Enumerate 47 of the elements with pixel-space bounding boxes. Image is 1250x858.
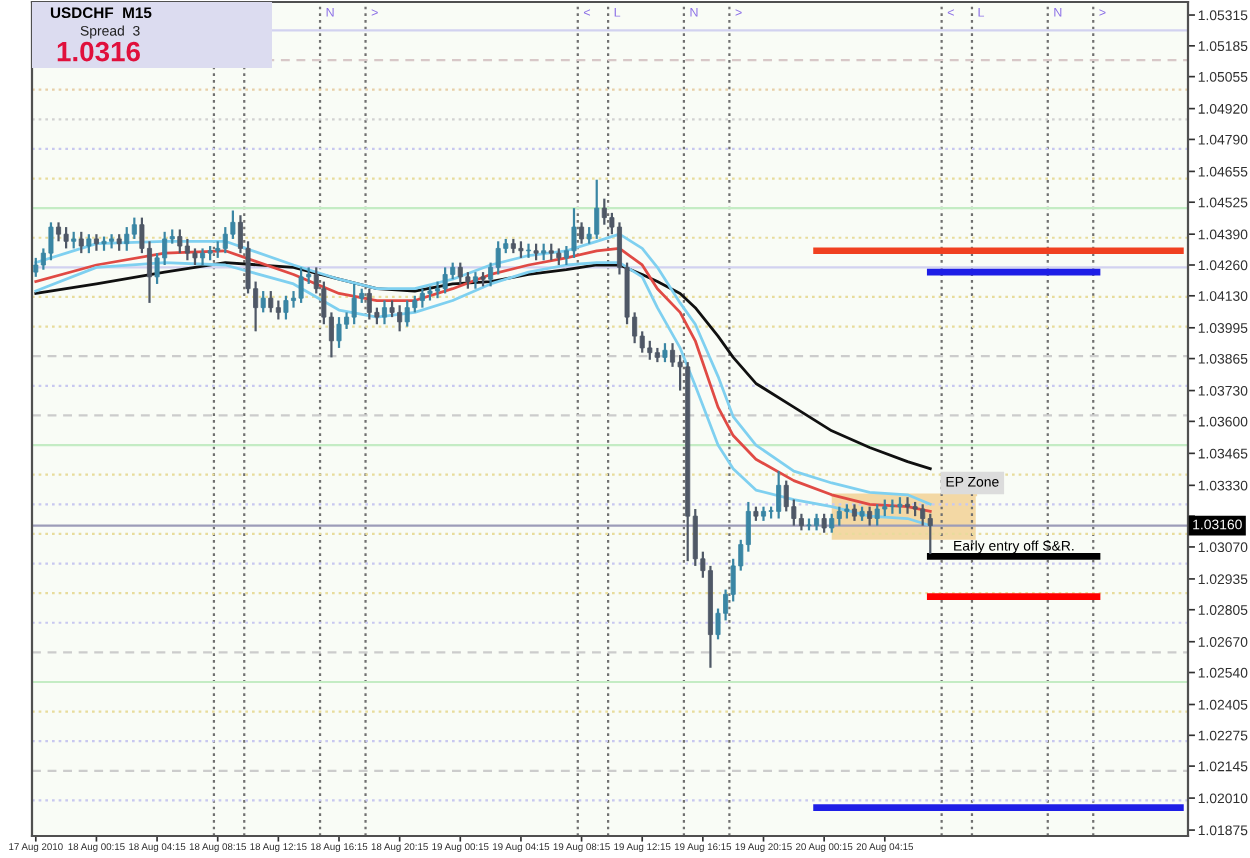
candlestick <box>783 479 789 513</box>
candlestick <box>874 503 880 527</box>
candlestick <box>283 294 289 321</box>
candlestick <box>579 221 585 245</box>
candlestick <box>397 304 403 333</box>
annotation: 1.0316 <box>57 41 140 62</box>
candlestick <box>927 512 933 556</box>
candlestick <box>526 242 532 259</box>
candlestick <box>829 512 835 534</box>
candlestick <box>404 299 410 328</box>
candlestick <box>184 237 190 262</box>
candlestick <box>435 280 441 300</box>
candlestick <box>131 216 137 241</box>
candlestick <box>48 221 54 262</box>
candlestick <box>836 505 842 527</box>
candlestick <box>594 178 600 241</box>
candlestick <box>381 299 387 326</box>
candlestick <box>78 230 84 255</box>
candlestick <box>647 339 653 361</box>
candlestick <box>419 287 425 309</box>
candlestick <box>230 209 236 241</box>
candlestick <box>298 266 304 305</box>
candlestick <box>351 282 357 326</box>
candlestick <box>124 225 130 252</box>
candlestick <box>571 207 577 259</box>
candlestick <box>33 256 39 278</box>
candlestick <box>601 197 607 226</box>
candlestick <box>442 266 448 295</box>
candlestick <box>670 342 676 368</box>
candlestick <box>366 287 372 321</box>
candlestick <box>56 221 62 243</box>
candlestick <box>177 228 183 255</box>
candlestick <box>776 470 782 520</box>
candlestick <box>268 289 274 314</box>
candlestick <box>867 505 873 527</box>
candlestick <box>905 496 911 515</box>
candlestick <box>336 316 342 350</box>
candlestick <box>920 503 926 527</box>
candlestick <box>222 225 228 255</box>
candlestick <box>662 342 668 364</box>
candlestick <box>63 225 69 250</box>
candlestick <box>275 299 281 321</box>
candlestick <box>457 261 463 286</box>
candlestick <box>109 233 115 250</box>
candlestick <box>86 233 92 255</box>
candlestick <box>821 512 827 534</box>
candlestick <box>260 289 266 314</box>
